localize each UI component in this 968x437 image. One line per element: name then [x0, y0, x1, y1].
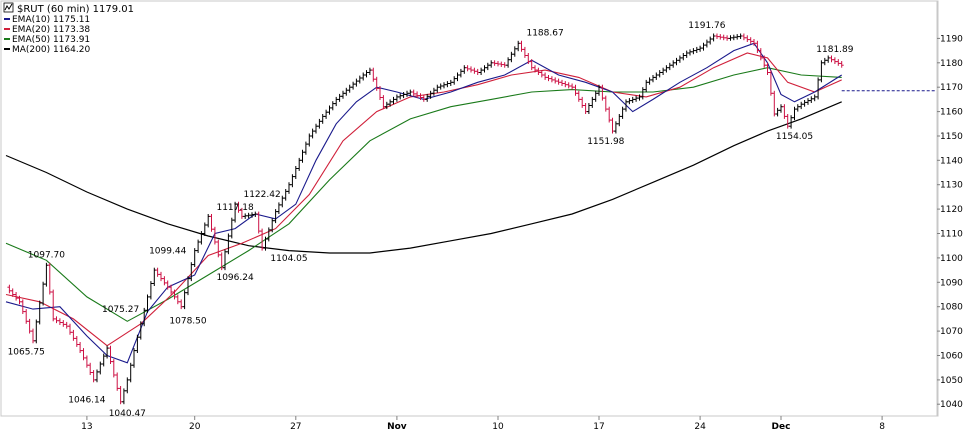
- y-tick-label: 1100: [940, 254, 963, 264]
- x-tick-label: 20: [189, 422, 201, 432]
- price-annotation: 1151.98: [587, 137, 624, 147]
- legend-item: EMA(20) 1173.38: [12, 25, 90, 35]
- price-annotation: 1099.44: [149, 246, 186, 256]
- x-tick-label: 27: [290, 422, 301, 432]
- y-tick-label: 1160: [940, 108, 963, 118]
- price-annotation: 1046.14: [68, 395, 105, 405]
- x-tick-label: Nov: [387, 422, 407, 432]
- price-series: [7, 33, 844, 405]
- price-annotation: 1154.05: [776, 132, 813, 142]
- y-tick-label: 1110: [940, 230, 963, 240]
- x-tick-label: 17: [593, 422, 604, 432]
- legend-item: EMA(10) 1175.11: [12, 15, 90, 25]
- y-axis: 1040 1050 1060 1070 1080 1090 1100 1110 1120 1130…: [936, 1, 963, 416]
- x-tick-label: Dec: [772, 422, 791, 432]
- annotations: 1097.70 1065.75 1046.14 1075.27 1040.47 1099.…: [8, 21, 854, 419]
- price-annotation: 1104.05: [270, 254, 307, 264]
- chart-header: $RUT (60 min) 1179.01: [3, 2, 134, 15]
- x-axis: 13 20 27 Nov 10 17 24 Dec 8: [81, 416, 885, 432]
- price-annotation: 1075.27: [102, 305, 139, 315]
- y-tick-label: 1140: [940, 156, 963, 166]
- y-tick-label: 1040: [940, 400, 963, 410]
- price-annotation: 1191.76: [688, 21, 725, 31]
- price-annotation: 1097.70: [28, 251, 65, 261]
- y-tick-label: 1070: [940, 327, 963, 337]
- price-annotation: 1040.47: [109, 409, 146, 419]
- y-tick-label: 1050: [940, 376, 963, 386]
- x-tick-label: 8: [879, 422, 885, 432]
- y-tick-label: 1060: [940, 352, 963, 362]
- y-tick-label: 1120: [940, 205, 963, 215]
- y-tick-label: 1080: [940, 303, 963, 313]
- x-tick-label: 24: [694, 422, 706, 432]
- legend-item: EMA(50) 1173.91: [12, 35, 90, 45]
- y-tick-label: 1190: [940, 34, 963, 44]
- y-tick-label: 1180: [940, 59, 963, 69]
- price-annotation: 1078.50: [169, 316, 206, 326]
- y-tick-label: 1150: [940, 132, 963, 142]
- price-annotation: 1188.67: [526, 29, 563, 39]
- legend-item: MA(200) 1164.20: [12, 45, 90, 55]
- y-tick-label: 1130: [940, 181, 963, 191]
- ema20-line: [5, 52, 842, 347]
- x-tick-label: 10: [492, 422, 504, 432]
- price-annotation: 1181.89: [816, 45, 853, 55]
- y-tick-label: 1090: [940, 278, 963, 288]
- plot-frame: [0, 0, 939, 417]
- ma200-series: [5, 101, 842, 254]
- x-tick-label: 13: [81, 422, 92, 432]
- chart-title: $RUT (60 min) 1179.01: [17, 4, 134, 15]
- ema20-series: [5, 52, 842, 347]
- price-annotation: 1065.75: [8, 347, 45, 357]
- price-annotation: 1122.42: [243, 190, 280, 200]
- ma200-line: [5, 101, 842, 254]
- price-annotation: 1117.18: [216, 203, 253, 213]
- chart-icon: [3, 2, 14, 13]
- price-annotation: 1096.24: [216, 273, 253, 283]
- y-tick-label: 1170: [940, 83, 963, 93]
